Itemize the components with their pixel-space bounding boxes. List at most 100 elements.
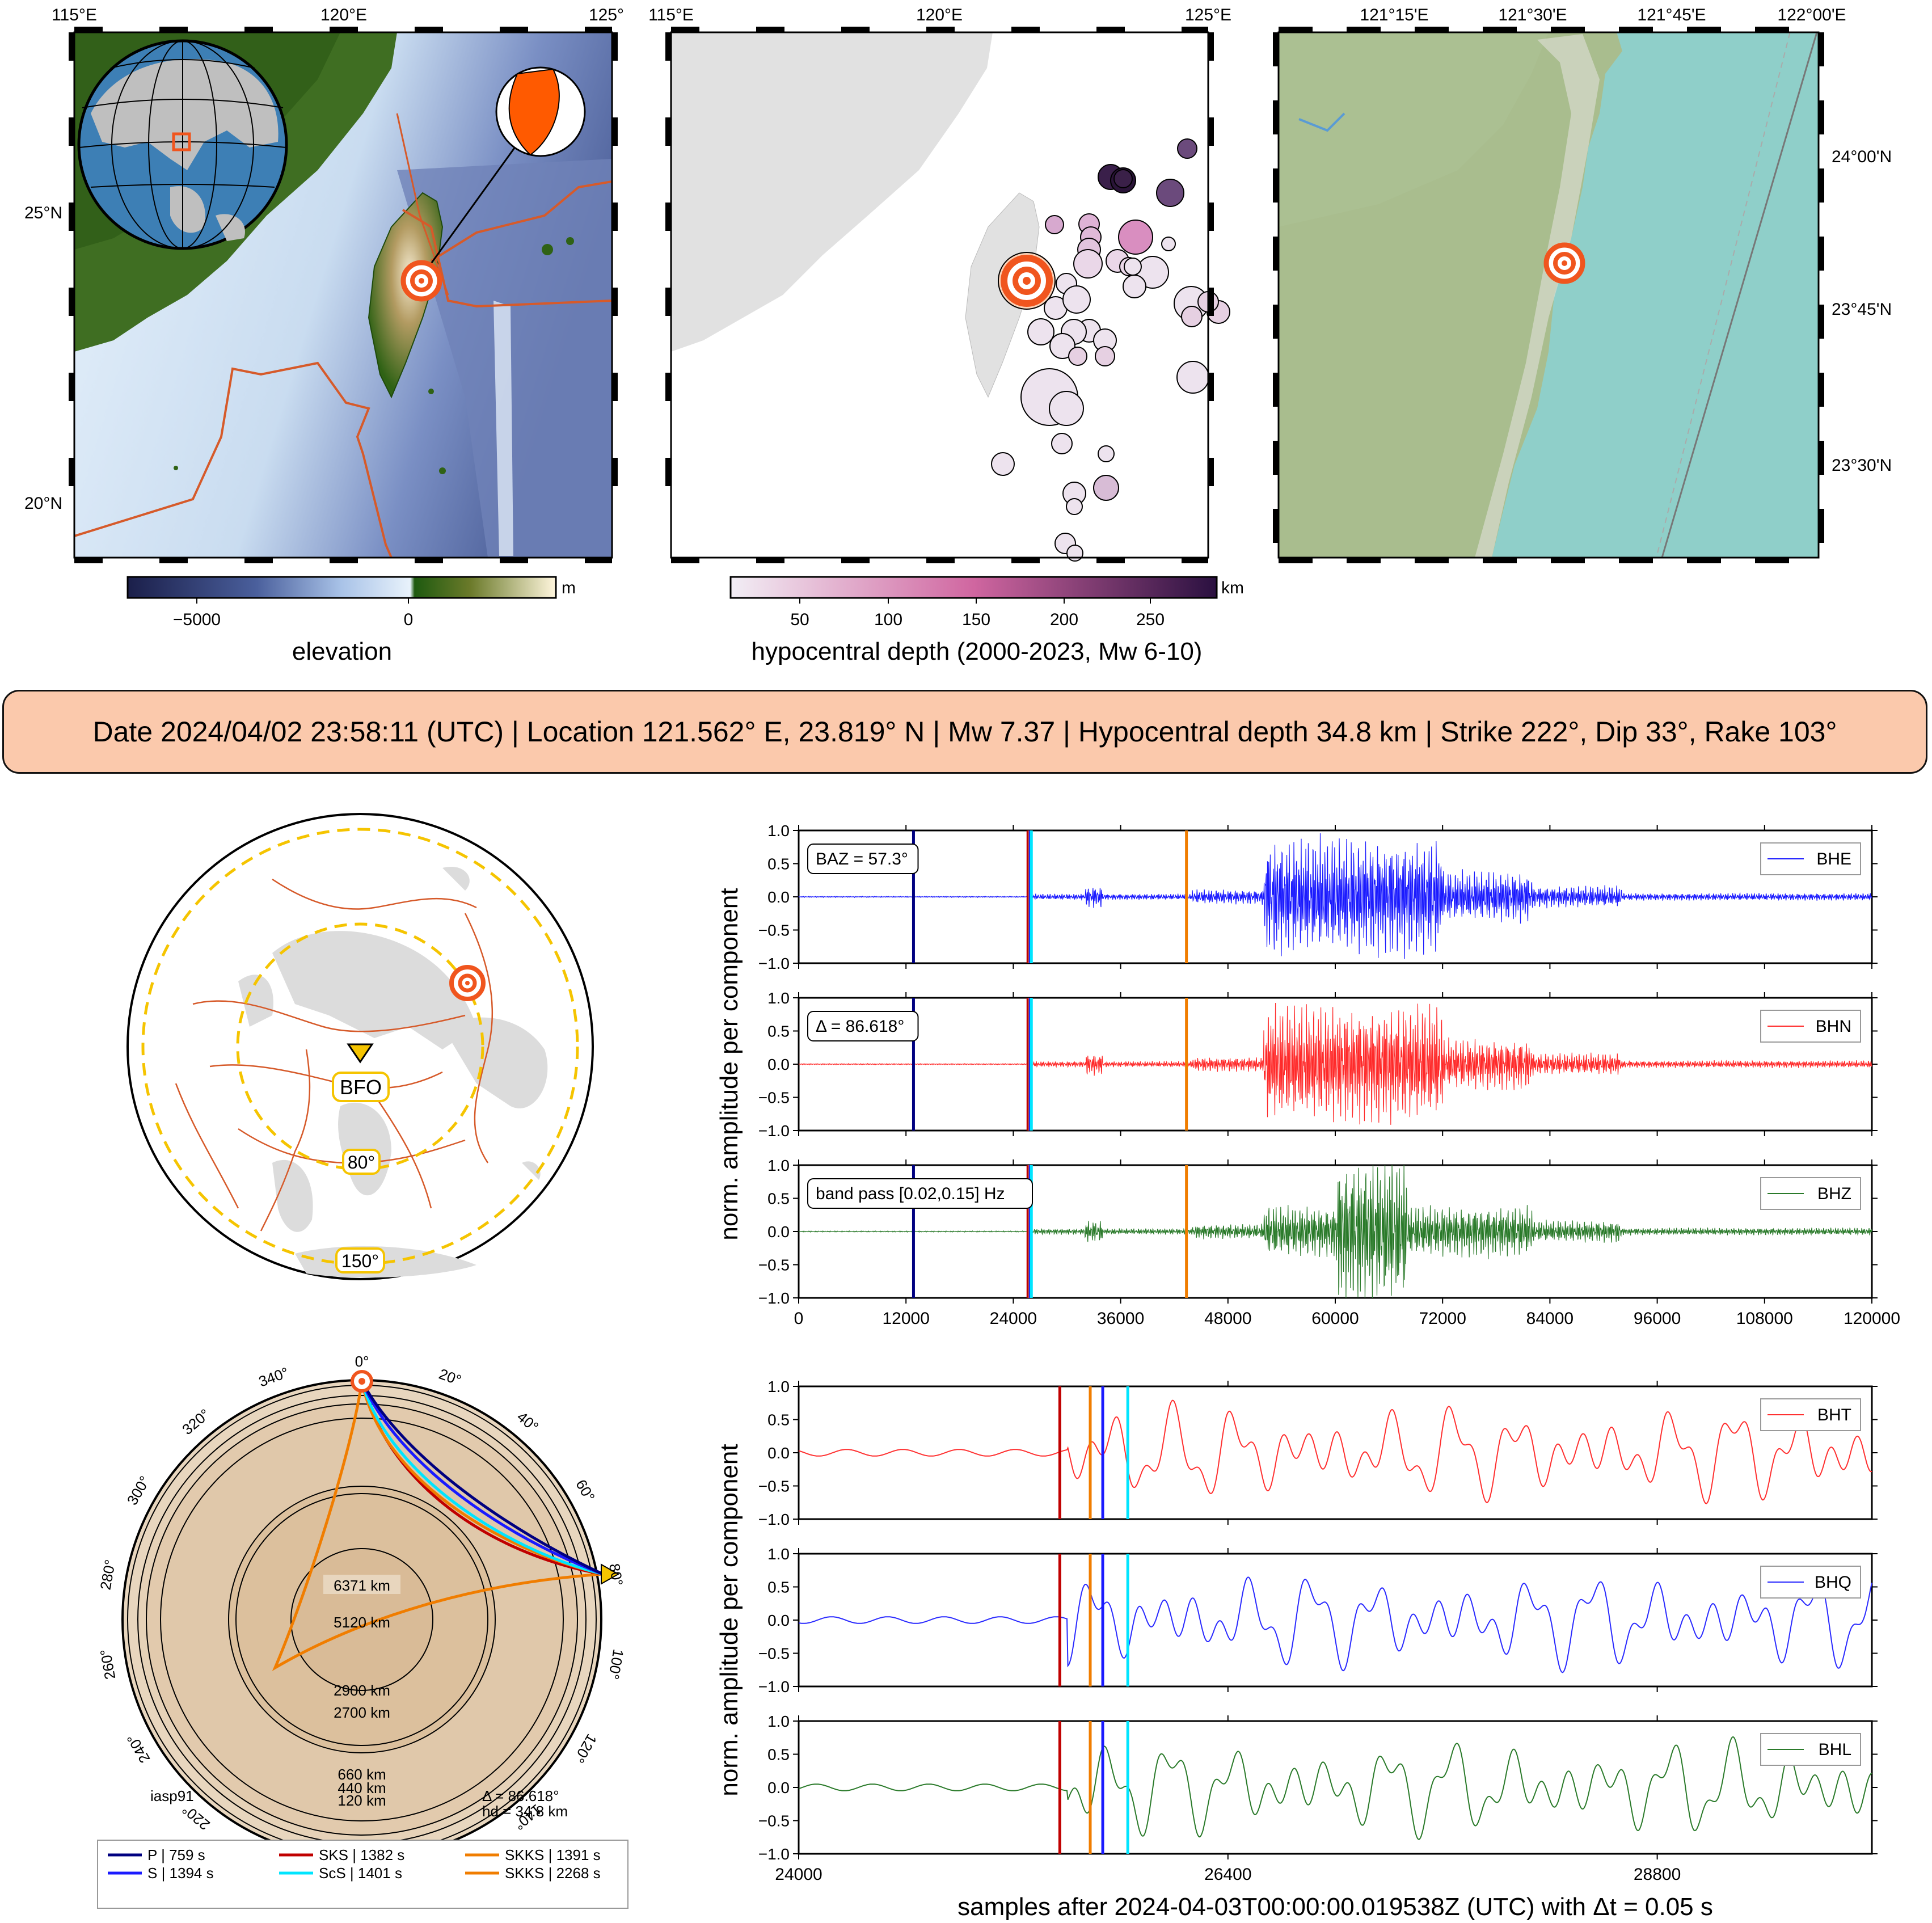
legend-entry: S | 1394 s bbox=[147, 1865, 214, 1882]
map3-top-tick: 122°00'E bbox=[1777, 6, 1846, 24]
depth-label: 5120 km bbox=[334, 1614, 390, 1631]
angle-label: 220° bbox=[179, 1801, 213, 1834]
depth-label: 6371 km bbox=[334, 1577, 390, 1594]
map2-top-tick: 115°E bbox=[648, 6, 694, 24]
depth-label: 120 km bbox=[338, 1792, 386, 1809]
station-marker bbox=[347, 1043, 374, 1064]
y-tick-label: −1.0 bbox=[758, 1845, 790, 1863]
x-axis-label: samples after 2024-04-03T00:00:00.019538… bbox=[957, 1893, 1713, 1921]
inset-globe bbox=[77, 39, 288, 250]
y-tick-label: 0.0 bbox=[767, 1223, 790, 1241]
y-tick-label: 1.0 bbox=[767, 1713, 790, 1730]
ray-SKKS-2268 bbox=[272, 1381, 604, 1671]
depth-label: 2700 km bbox=[334, 1704, 390, 1721]
epicenter-marker bbox=[400, 260, 442, 302]
ray-S bbox=[360, 1381, 604, 1576]
y-tick-label: 1.0 bbox=[767, 822, 790, 840]
map3-right-tick: 23°45'N bbox=[1832, 300, 1892, 319]
y-tick-label: 0.5 bbox=[767, 1411, 790, 1429]
legend-entry: SKKS | 2268 s bbox=[505, 1865, 601, 1882]
y-tick-label: −1.0 bbox=[758, 1678, 790, 1696]
component-legend: BHQ bbox=[1815, 1573, 1851, 1592]
map3-top-tick: 121°15'E bbox=[1360, 6, 1428, 24]
y-tick-label: −0.5 bbox=[758, 1256, 790, 1274]
angle-label: 60° bbox=[572, 1477, 598, 1504]
x-tick-label: 60000 bbox=[1311, 1309, 1359, 1328]
y-tick-label: −0.5 bbox=[758, 1812, 790, 1830]
angle-label: 340° bbox=[256, 1364, 291, 1390]
component-legend: BHN bbox=[1816, 1017, 1851, 1036]
station-marker bbox=[601, 1563, 620, 1585]
seismogram-panel-bhn: 1.0 0.5 0.0 −0.5 −1.0 BHN Δ = 86.618° bbox=[758, 989, 1878, 1140]
colorbar-tick: 150 bbox=[962, 610, 990, 629]
y-tick-label: −0.5 bbox=[758, 1478, 790, 1495]
map2-top-tick: 120°E bbox=[916, 6, 963, 24]
y-tick-label: 0.5 bbox=[767, 1579, 790, 1596]
depth-label: 660 km bbox=[338, 1766, 386, 1783]
y-tick-label: −1.0 bbox=[758, 1511, 790, 1528]
elevation-colorbar bbox=[126, 576, 557, 599]
depth-label: 440 km bbox=[338, 1779, 386, 1797]
waveform-bhn bbox=[798, 1002, 1872, 1125]
epicenter-marker bbox=[1543, 242, 1585, 284]
colorbar-tick: 0 bbox=[404, 610, 414, 629]
colorbar-label: elevation bbox=[292, 638, 392, 665]
colorbar-unit: m bbox=[562, 579, 576, 597]
ray-ScS bbox=[360, 1381, 604, 1576]
waveform-bhe bbox=[798, 833, 1872, 959]
x-tick-label: 12000 bbox=[882, 1309, 929, 1328]
delta-label: Δ = 86.618° bbox=[482, 1787, 559, 1804]
colorbar-label: hypocentral depth (2000-2023, Mw 6-10) bbox=[752, 638, 1203, 665]
model-label: iasp91 bbox=[150, 1787, 194, 1804]
component-legend: BHZ bbox=[1817, 1184, 1851, 1203]
component-legend: BHT bbox=[1817, 1406, 1851, 1424]
y-axis-label: norm. amplitude per component bbox=[715, 888, 743, 1240]
y-tick-label: 0.5 bbox=[767, 1746, 790, 1764]
colorbar-tick: 100 bbox=[874, 610, 902, 629]
y-tick-label: 1.0 bbox=[767, 1157, 790, 1174]
x-tick-label: 36000 bbox=[1097, 1309, 1144, 1328]
angle-label: 20° bbox=[437, 1365, 463, 1389]
focal-mechanism bbox=[417, 66, 586, 281]
colorbar-tick: 50 bbox=[790, 610, 809, 629]
angle-label: 280° bbox=[96, 1558, 119, 1591]
y-tick-label: 0.0 bbox=[767, 1056, 790, 1073]
seismicity-map: 115°E 120°E 125°E km 50 100 150 200 250 … bbox=[648, 6, 1244, 665]
y-tick-label: 0.0 bbox=[767, 1779, 790, 1797]
y-tick-label: 0.5 bbox=[767, 1023, 790, 1040]
hd-label: hd = 34.8 km bbox=[482, 1803, 568, 1820]
panel-annotation: Δ = 86.618° bbox=[816, 1017, 904, 1036]
map3-right-tick: 23°30'N bbox=[1832, 456, 1892, 475]
y-tick-label: 1.0 bbox=[767, 1378, 790, 1395]
map1-left-tick: 25°N bbox=[24, 204, 62, 222]
angle-label: 40° bbox=[514, 1408, 542, 1435]
angle-label: 100° bbox=[605, 1648, 627, 1681]
legend-entry: P | 759 s bbox=[147, 1846, 205, 1863]
y-tick-label: 0.0 bbox=[767, 1612, 790, 1629]
ray-P bbox=[360, 1380, 604, 1576]
y-tick-label: 1.0 bbox=[767, 1545, 790, 1563]
raypath-section: 6371 km 5120 km 2900 km 2700 km 660 km 4… bbox=[96, 1353, 628, 1909]
y-tick-label: 0.5 bbox=[767, 855, 790, 873]
x-tick-label: 48000 bbox=[1204, 1309, 1251, 1328]
y-tick-label: 0.5 bbox=[767, 1190, 790, 1208]
map1-top-tick: 125°E bbox=[589, 6, 624, 24]
elevation-map: 115°E 120°E 125°E 25°N 20°N bbox=[24, 6, 624, 665]
ring-label: 150° bbox=[341, 1251, 379, 1271]
legend-entry: SKKS | 1391 s bbox=[505, 1846, 601, 1863]
waveform-bhq bbox=[798, 1576, 1872, 1673]
map3-right-tick: 24°00'N bbox=[1832, 147, 1892, 166]
panel-annotation: band pass [0.02,0.15] Hz bbox=[816, 1184, 1005, 1203]
depth-label: 2900 km bbox=[334, 1682, 390, 1699]
angle-label: 300° bbox=[124, 1473, 154, 1508]
seismogram-panel-bhz: 1.0 0.5 0.0 −0.5 −1.0 BHZ band pass [0.02,0.15… bbox=[758, 1157, 1878, 1307]
x-tick-label: 108000 bbox=[1736, 1309, 1793, 1328]
map2-top-tick: 125°E bbox=[1185, 6, 1231, 24]
epicenter-marker bbox=[351, 1370, 373, 1393]
depth-colorbar bbox=[729, 576, 1218, 599]
legend-entry: SKS | 1382 s bbox=[319, 1846, 404, 1863]
waveform-bhz bbox=[798, 1165, 1872, 1298]
y-tick-label: −1.0 bbox=[758, 1122, 790, 1140]
x-tick-label: 0 bbox=[794, 1309, 804, 1328]
seismogram-chart-zoom: 1.0 0.5 0.0 −0.5 −1.0 BHT 1.0 0.5 0.0 −0.5 −1.0 BHQ… bbox=[715, 1378, 1878, 1921]
